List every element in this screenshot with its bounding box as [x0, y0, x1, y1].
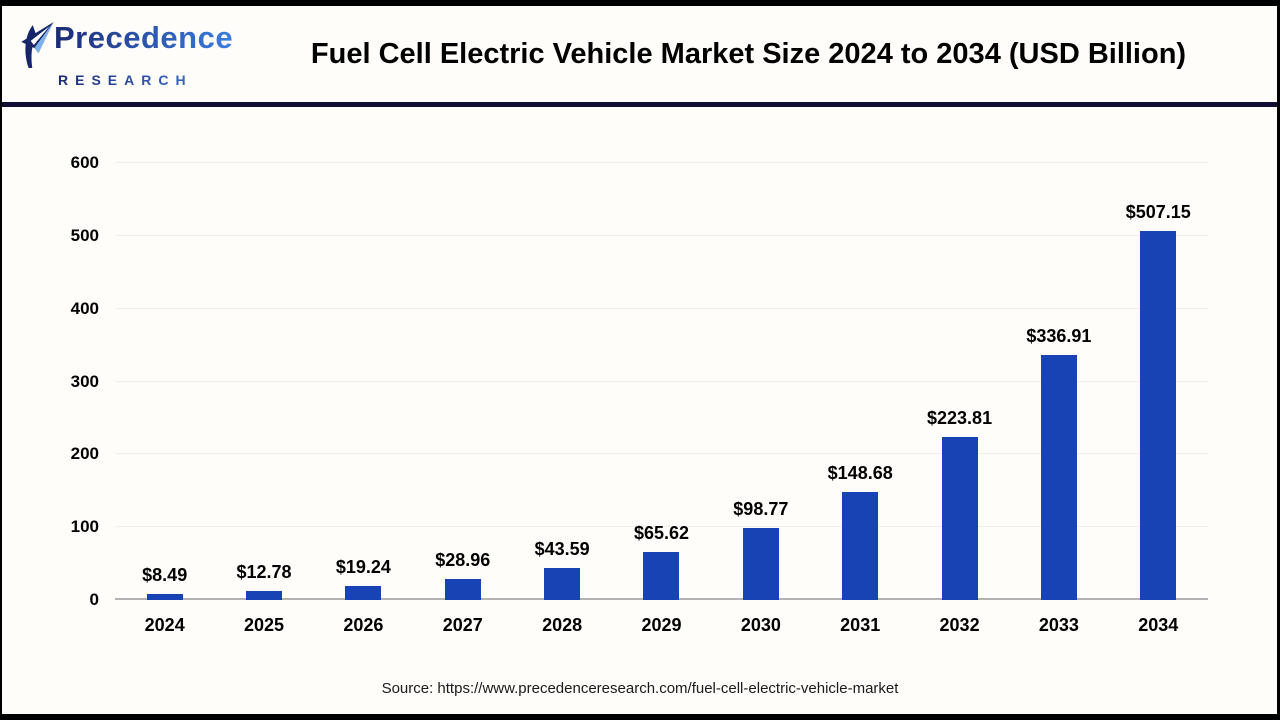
gridline: [115, 162, 1208, 163]
x-tick-label: 2033: [1038, 615, 1079, 635]
bar: [246, 590, 283, 600]
bar-value-label: $19.24: [335, 557, 391, 577]
x-tick-label: 2024: [144, 615, 185, 635]
bar-column: $507.15: [1109, 163, 1208, 600]
y-tick-label: 200: [70, 444, 99, 464]
bar-value-label: $12.78: [236, 561, 292, 582]
gridline: [115, 380, 1208, 382]
y-tick-label: 100: [70, 517, 99, 537]
x-tick-label: 2029: [641, 615, 682, 635]
bar-column: $28.96: [413, 163, 512, 600]
bar-column: $98.77: [711, 163, 810, 600]
chart-title: Fuel Cell Electric Vehicle Market Size 2…: [310, 37, 1187, 70]
plot-area: 0 100 200 300 400 500 600 $8.49 $12.78 $19.24 $28.…: [71, 153, 1208, 609]
x-tick-label: 2030: [740, 615, 781, 635]
bar-value-label: $223.81: [927, 408, 993, 428]
bar: [1040, 354, 1077, 600]
x-tick-label: 2026: [343, 615, 384, 635]
frame-border-bottom: [0, 714, 1280, 720]
bar: [345, 586, 382, 600]
bar-column: $8.49: [115, 163, 214, 600]
gridline: [115, 453, 1208, 455]
x-tick-label: 2032: [939, 615, 980, 635]
bar-value-label: $8.49: [142, 564, 188, 585]
brand-name: Precedence: [54, 19, 234, 55]
bar-column: $19.24: [314, 163, 413, 600]
header: Precedence RESEARCH Fuel Cell Electric V…: [2, 6, 1277, 102]
gridline: [115, 307, 1208, 309]
source-text: Source: https://www.precedenceresearch.c…: [381, 680, 899, 697]
bar: [544, 568, 581, 600]
y-tick-label: 300: [70, 371, 99, 391]
x-tick-label: 2034: [1138, 615, 1179, 635]
brand-subtitle: RESEARCH: [58, 72, 234, 88]
bar-value-label: $336.91: [1026, 325, 1092, 346]
bar-column: $223.81: [910, 163, 1009, 600]
bar: [643, 552, 680, 600]
x-tick-label: 2025: [244, 615, 285, 635]
frame-border-right: [1277, 0, 1280, 720]
y-tick-label: 500: [70, 225, 99, 245]
bar-value-label: $28.96: [435, 549, 491, 570]
gridline: [115, 234, 1208, 236]
bar: [941, 437, 978, 600]
x-tick-label: 2031: [840, 615, 881, 635]
bar-column: $43.59: [512, 163, 611, 600]
gridline: [115, 526, 1208, 528]
header-separator-line: [0, 102, 1280, 107]
frame-border-top: [0, 0, 1280, 6]
y-tick-label: 600: [70, 153, 99, 172]
y-tick-label: 0: [89, 590, 99, 609]
bar: [842, 491, 879, 600]
bar: [1140, 230, 1177, 600]
bar: [742, 528, 779, 600]
bar-value-label: $65.62: [633, 523, 689, 544]
x-tick-label: 2028: [542, 615, 583, 635]
x-tick-label: 2027: [442, 615, 483, 635]
y-tick-label: 400: [70, 298, 99, 318]
bar-value-label: $148.68: [827, 462, 893, 483]
frame-border-left: [0, 0, 2, 720]
x-axis-labels: 2024 2025 2026 2027 2028 2029 2030 2031 2032 2033…: [115, 615, 1208, 636]
bar-value-label: $507.15: [1125, 201, 1191, 222]
precedence-plane-icon: [18, 21, 58, 74]
bar-column: $12.78: [214, 163, 313, 600]
bar: [146, 593, 183, 600]
bar-value-label: $43.59: [534, 539, 590, 560]
bar-value-label: $98.77: [733, 499, 789, 520]
bar-column: $65.62: [612, 163, 711, 600]
bar-column: $148.68: [811, 163, 910, 600]
bars-container: $8.49 $12.78 $19.24 $28.96 $43.59 $65.62 $98.7…: [115, 163, 1208, 600]
bar-column: $336.91: [1009, 163, 1108, 600]
bar: [444, 578, 481, 600]
brand-logo: Precedence RESEARCH: [18, 19, 234, 88]
